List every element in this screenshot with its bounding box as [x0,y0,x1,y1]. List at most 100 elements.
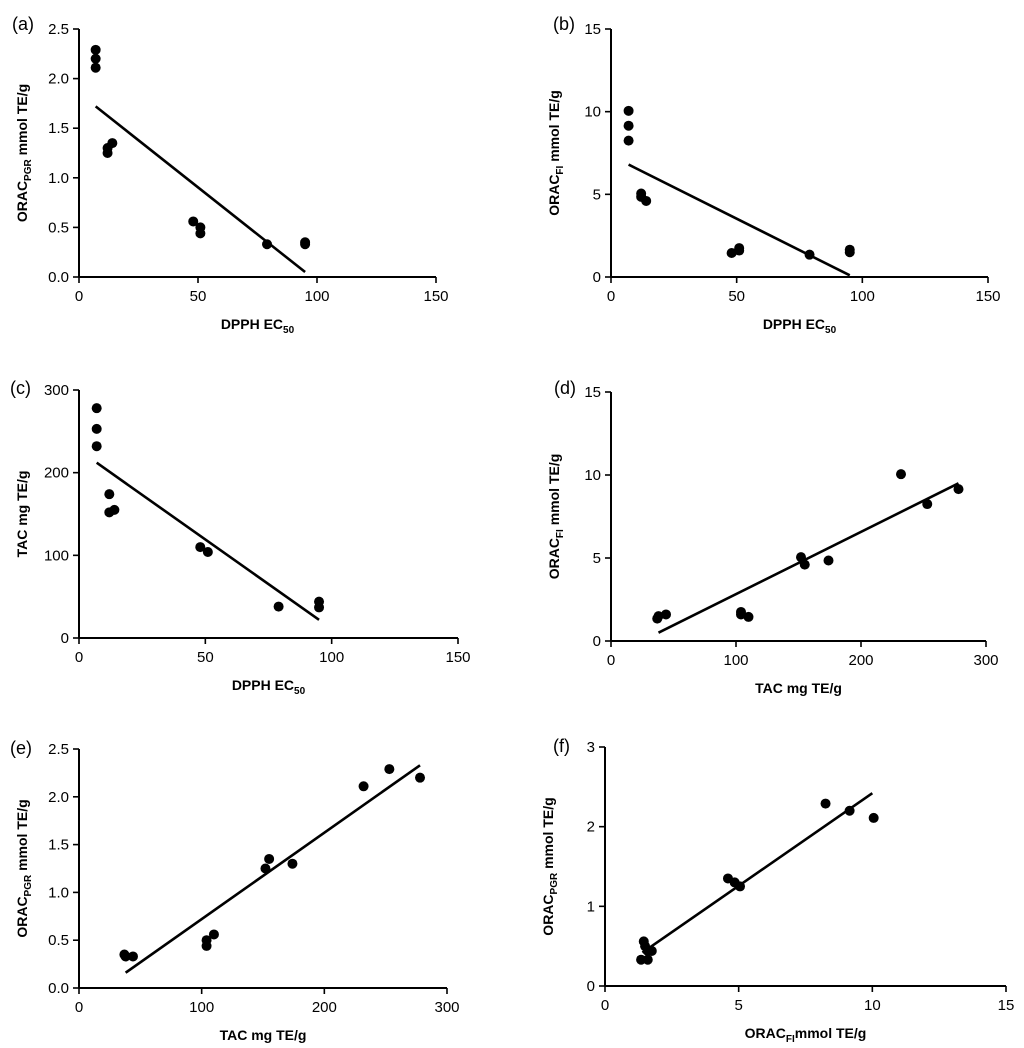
x-axis-title-c-main: DPPH EC [232,677,294,693]
panel-label-b: (b) [553,14,575,34]
x-axis-title-e: TAC mg TE/g [220,1027,307,1043]
y-tick-label-c: 200 [44,465,69,482]
y-axis-title-f-main: ORAC [540,894,556,935]
data-point-f [868,812,879,823]
data-point-b [804,249,815,260]
data-point-e [260,863,271,874]
regression-line-e [124,764,421,974]
data-point-f [646,945,657,956]
data-point-c [104,489,115,500]
x-tick-label-a: 100 [304,288,329,305]
data-point-f [642,954,653,965]
data-point-e [358,781,369,792]
y-axis-title-e: ORACPGR mmol TE/g [14,799,34,937]
data-point-e [120,951,131,962]
x-tick-label-f: 15 [998,997,1015,1014]
data-point-f [844,805,855,816]
regression-line-c [95,461,320,621]
y-tick-label-a: 2.0 [48,71,69,88]
data-point-a [195,228,206,239]
data-point-d [799,559,810,570]
y-tick-label-c: 0 [61,630,69,647]
x-tick-label-f: 10 [864,997,881,1014]
data-point-d [922,499,933,510]
x-tick-label-d: 200 [848,652,873,669]
y-tick-label-a: 0.0 [48,269,69,286]
x-tick-label-b: 50 [728,288,745,305]
y-tick-label-e: 0.0 [48,980,69,997]
data-point-a [90,62,101,73]
x-axis-title-b-main: DPPH EC [763,316,825,332]
y-tick-label-c: 300 [44,382,69,399]
data-point-b [734,245,745,256]
y-axis-title-e-rest: mmol TE/g [14,799,30,874]
x-axis-title-a: DPPH EC50 [221,316,295,336]
data-point-c [195,542,206,553]
y-tick-label-b: 15 [584,21,601,38]
x-axis-title-b-subscript: 50 [825,325,837,336]
y-tick-label-c: 100 [44,547,69,564]
data-point-d [661,609,671,620]
panel-label-e: (e) [10,738,32,758]
data-point-d [796,552,806,563]
panel-label-d: (d) [554,378,576,398]
y-axis-title-a-main: ORAC [14,181,30,222]
data-point-d [896,469,906,480]
x-axis-title-c-subscript: 50 [294,686,306,697]
data-point-b [641,195,652,206]
y-axis-title-a: ORACPGR mmol TE/g [14,84,34,222]
x-tick-label-a: 150 [423,288,448,305]
data-point-f [820,798,831,809]
data-point-a [107,138,118,149]
x-tick-label-f: 5 [734,997,742,1014]
data-point-d [823,555,834,566]
x-axis-title-f-rest: mmol TE/g [795,1025,867,1041]
x-axis-title-c: DPPH EC50 [232,677,306,697]
data-point-d [953,484,964,495]
x-tick-label-e: 300 [434,999,459,1016]
y-axis-title-e-main: ORAC [14,896,30,937]
x-tick-label-c: 100 [319,649,344,666]
panel-label-f: (f) [553,736,570,756]
y-tick-label-f: 1 [587,898,595,915]
x-tick-label-d: 0 [607,652,615,669]
data-point-e [384,764,395,775]
y-axis-title-c-main: TAC mg TE/g [14,471,30,558]
data-point-c [91,441,102,452]
y-tick-label-e: 1.5 [48,837,69,854]
y-tick-label-a: 1.5 [48,120,69,137]
x-tick-label-c: 150 [445,649,470,666]
x-axis-title-d: TAC mg TE/g [755,680,842,696]
y-axis-title-c: TAC mg TE/g [14,471,30,558]
x-tick-label-d: 100 [723,652,748,669]
data-point-e [264,853,275,864]
data-point-b [623,105,634,116]
y-tick-label-b: 0 [593,269,601,286]
panel-label-a: (a) [12,14,34,34]
regression-line-d [657,482,960,634]
x-tick-label-e: 200 [312,999,337,1016]
y-axis-title-b-main: ORAC [546,175,562,216]
y-tick-label-e: 2.0 [48,789,69,806]
y-tick-label-b: 10 [584,104,601,121]
y-tick-label-d: 0 [593,633,601,650]
data-point-d [653,611,664,622]
data-point-c [91,423,102,434]
x-tick-label-c: 0 [75,649,83,666]
x-tick-label-d: 300 [973,652,998,669]
y-tick-label-d: 5 [593,550,601,567]
data-point-f [735,881,746,892]
y-tick-label-a: 0.5 [48,219,69,236]
y-tick-label-d: 15 [584,384,601,401]
data-point-b [623,135,634,146]
y-tick-label-a: 2.5 [48,21,69,38]
panel-e: (e) 0 100 200 300 0.0 0.5 1.0 1.5 2.0 2.5 TAC mg TE… [10,738,460,1043]
y-axis-title-e-subscript: PGR [23,874,34,896]
x-axis-title-a-subscript: 50 [283,325,295,336]
y-tick-label-e: 1.0 [48,884,69,901]
y-tick-label-d: 10 [584,467,601,484]
y-tick-label-f: 3 [587,739,595,756]
